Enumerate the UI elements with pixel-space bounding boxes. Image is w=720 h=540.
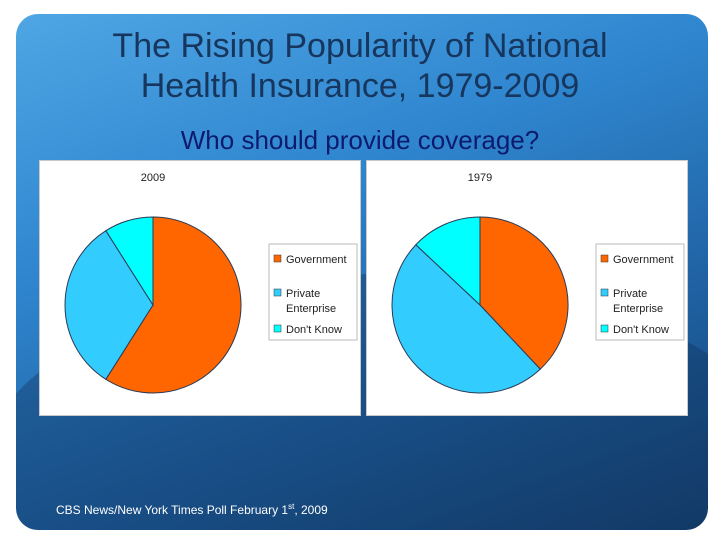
legend-label-private: Private	[286, 288, 320, 300]
legend-box	[595, 243, 685, 341]
legend-label-enterprise: Enterprise	[613, 303, 663, 315]
source-date-suffix: , 2009	[294, 503, 328, 517]
source-citation: CBS News/New York Times Poll February 1s…	[56, 502, 328, 517]
pie-slice-government	[479, 216, 569, 370]
pie-chart-2009: 2009 Government Private Enterprise Don't Kno…	[64, 172, 358, 394]
chart-title: 1979	[468, 172, 492, 184]
pie-slice-private-enterprise	[64, 230, 154, 380]
pie-chart-1979: 1979 Government Private Enterprise Don't Kno…	[391, 172, 685, 394]
legend-swatch-private	[600, 288, 609, 297]
pie-slice-government	[105, 216, 242, 394]
legend-swatch-government	[273, 254, 282, 263]
legend-label-private: Private	[613, 288, 647, 300]
legend-swatch-private	[273, 288, 282, 297]
pie-slice-private-enterprise	[391, 244, 541, 394]
legend-swatch-dont-know	[600, 324, 609, 333]
pie-slice-don-t-know	[105, 216, 154, 307]
chart-panel-1979: 1979 Government Private Enterprise Don't Kno…	[366, 160, 688, 416]
legend-label-government: Government	[286, 254, 347, 266]
slide-title: The Rising Popularity of National Health…	[40, 26, 680, 106]
slide-title-line-2: Health Insurance, 1979-2009	[140, 67, 580, 105]
slide-title-line-1: The Rising Popularity of National	[112, 27, 608, 65]
legend-label-dont-know: Don't Know	[286, 324, 342, 336]
legend-box	[268, 243, 358, 341]
chart-panel-2009: 2009 Government Private Enterprise Don't Kno…	[39, 160, 361, 416]
legend-label-dont-know: Don't Know	[613, 324, 669, 336]
legend-label-government: Government	[613, 254, 674, 266]
legend-swatch-government	[600, 254, 609, 263]
pie-slice-don-t-know	[415, 216, 481, 307]
source-superscript: st	[288, 502, 295, 511]
legend-label-enterprise: Enterprise	[286, 303, 336, 315]
legend-swatch-dont-know	[273, 324, 282, 333]
slide-subtitle: Who should provide coverage?	[180, 125, 540, 155]
chart-title: 2009	[141, 172, 165, 184]
source-text: CBS News/New York Times Poll February 1	[56, 503, 289, 517]
